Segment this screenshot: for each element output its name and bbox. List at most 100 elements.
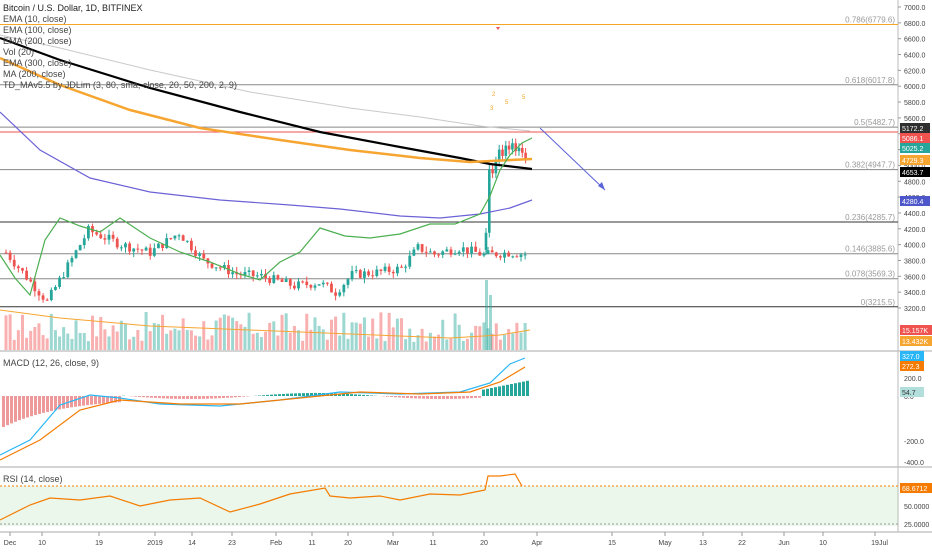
volume-bar [485, 280, 488, 350]
macd-bar [90, 396, 93, 405]
candle-body [408, 256, 411, 267]
candle-body [186, 241, 189, 242]
macd-bar [218, 396, 221, 398]
macd-bar [154, 396, 157, 398]
candle-body [231, 272, 234, 274]
price-tick-label: 5600.0 [904, 116, 926, 123]
fib-label: 0.382(4947.7) [845, 161, 895, 170]
candle-body [202, 254, 205, 259]
td-marker: 5 [505, 100, 509, 106]
macd-bar [138, 396, 141, 397]
candle-body [215, 267, 218, 268]
price-tag-label: 5086.1 [902, 136, 924, 143]
indicator-td[interactable]: TD_MAv5.5 by JDLim (3, 80, sma, close, 2… [3, 80, 237, 91]
macd-bar [174, 396, 177, 399]
candle-body [326, 283, 329, 284]
volume-group [5, 280, 527, 350]
price-tick-label: 4800.0 [904, 179, 926, 186]
candle-body [149, 248, 152, 256]
volume-bar [128, 339, 131, 350]
candle-body [103, 238, 106, 239]
volume-bar [248, 313, 251, 350]
volume-bar [375, 338, 378, 350]
volume-bar [412, 342, 415, 350]
volume-bar [173, 329, 176, 350]
macd-bar [62, 396, 65, 409]
candle-body [83, 238, 86, 245]
candle-body [380, 270, 383, 271]
macd-bar [206, 396, 209, 399]
candle-body [487, 250, 490, 253]
volume-bar [466, 339, 469, 350]
fib-label: 0.5(5482.7) [854, 118, 895, 127]
volume-bar [342, 313, 345, 350]
macd-histogram [2, 381, 529, 427]
volume-bar [182, 318, 185, 350]
candle-body [347, 279, 350, 285]
time-tick-label: 13 [699, 540, 707, 547]
candle-body [190, 241, 193, 251]
volume-bar [29, 331, 32, 350]
volume-bar [367, 337, 370, 350]
volume-bar [359, 324, 362, 350]
macd-bar [226, 396, 229, 398]
volume-bar [33, 327, 36, 350]
time-tick-label: Jun [778, 540, 789, 547]
macd-bar [222, 396, 225, 398]
volume-bar [153, 323, 156, 350]
candle-body [334, 292, 337, 295]
macd-bar [190, 396, 193, 399]
volume-bar [276, 335, 279, 350]
indicator-vol[interactable]: Vol (20) [3, 47, 237, 58]
rsi-label[interactable]: RSI (14, close) [3, 474, 63, 484]
macd-bar [26, 396, 29, 417]
candle-body [330, 284, 333, 293]
macd-bar [46, 396, 49, 412]
candle-body [412, 249, 415, 255]
macd-bar [238, 396, 241, 397]
macd-bar [210, 396, 213, 399]
indicator-ema100[interactable]: EMA (100, close) [3, 25, 237, 36]
volume-bar [9, 314, 12, 350]
volume-bar [194, 336, 197, 350]
macd-bar [446, 396, 449, 399]
volume-bar [169, 330, 172, 350]
indicator-ema200[interactable]: EMA (200, close) [3, 36, 237, 47]
indicator-ema10[interactable]: EMA (10, close) [3, 14, 237, 25]
candle-body [342, 285, 345, 292]
volume-bar [478, 326, 481, 350]
macd-bar [506, 385, 509, 396]
candle-body [499, 256, 502, 257]
volume-bar [256, 333, 259, 350]
macd-bar [370, 395, 373, 396]
macd-bar [198, 396, 201, 399]
time-tick-label: 22 [738, 540, 746, 547]
volume-bar [206, 340, 209, 350]
time-tick-label: 19 [95, 540, 103, 547]
candle-body [182, 235, 185, 241]
volume-bar [503, 335, 506, 350]
macd-bar [414, 396, 417, 398]
indicator-ema300[interactable]: EMA (300, close) [3, 58, 237, 69]
indicator-ma200[interactable]: MA (200, close) [3, 69, 237, 80]
candle-body [71, 258, 74, 262]
candle-body [485, 233, 488, 250]
macd-label[interactable]: MACD (12, 26, close, 9) [3, 358, 99, 368]
volume-bar [429, 333, 432, 350]
macd-bar [146, 396, 149, 397]
candle-body [21, 268, 24, 271]
macd-tag-label: 54.7 [902, 390, 916, 397]
candle-body [9, 253, 12, 260]
macd-bar [394, 396, 397, 397]
candle-body [285, 279, 288, 282]
td-marker: 5 [522, 95, 526, 101]
macd-bar [286, 394, 289, 396]
candle-body [478, 252, 481, 256]
macd-bar [390, 396, 393, 397]
macd-tag-label: 272.3 [902, 364, 920, 371]
macd-bar [518, 382, 521, 396]
fib-label: 0.146(3885.6) [845, 245, 895, 254]
volume-bar [95, 336, 98, 350]
volume-bar [219, 318, 222, 350]
macd-bar [410, 396, 413, 398]
